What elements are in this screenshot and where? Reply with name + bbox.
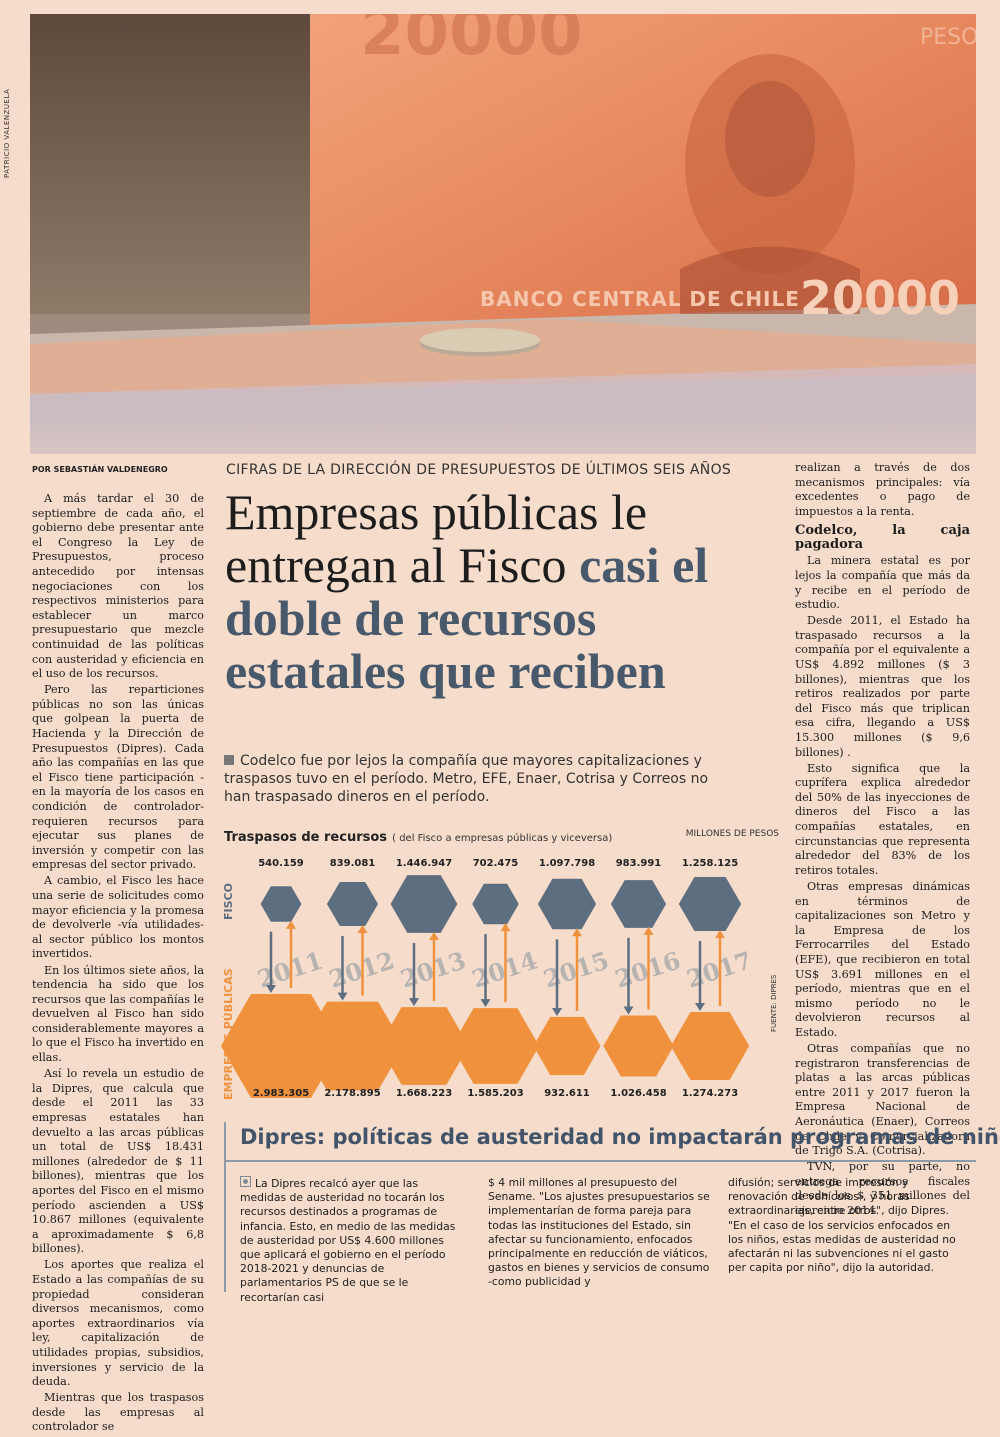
arrow-up-head [715, 929, 725, 938]
arrow-down-head [552, 1007, 562, 1016]
left-paragraph: Así lo revela un estudio de la Dipres, q… [32, 1067, 204, 1256]
fisco-hexagon [610, 880, 667, 928]
arrow-up-head [357, 925, 368, 934]
empresas-hexagon [221, 994, 341, 1098]
fisco-value-label: 983.991 [616, 858, 662, 869]
box-col1-text: La Dipres recalcó ayer que las medidas d… [240, 1177, 456, 1304]
empresas-hexagon [533, 1016, 601, 1076]
arrow-down-head [480, 999, 491, 1008]
banknote-photo: 20000 BANCO CENTRAL DE CHILE 20000 PESOS [30, 14, 976, 454]
chart-title: Traspasos de recursos [224, 830, 388, 845]
empresas-value-label: 1.668.223 [396, 1088, 452, 1099]
transfers-chart: FISCOEMPRESAS PÚBLICAS2011540.1592.983.3… [214, 850, 784, 1115]
empresas-value-label: 1.274.273 [682, 1088, 738, 1099]
empresas-hexagon [670, 1012, 750, 1080]
fisco-value-label: 1.446.947 [396, 858, 452, 869]
right-paragraph: La minera estatal es por lejos la compañ… [795, 554, 970, 612]
empresas-value-label: 1.585.203 [467, 1088, 523, 1099]
arrow-down-head [409, 998, 419, 1007]
arrow-down-head [266, 985, 276, 994]
arrow-down-head [337, 992, 348, 1001]
empresas-hexagon [379, 1007, 469, 1085]
box-col3a-text: difusión; servicios de impresión y renov… [728, 1176, 949, 1218]
empresas-value-label: 1.026.458 [610, 1088, 666, 1099]
right-paragraph: Desde 2011, el Estado ha traspasado recu… [795, 614, 970, 759]
bullet-dot-icon [240, 1176, 251, 1187]
arrow-down-head [623, 1006, 634, 1015]
right-paragraph: Otras empresas dinámicas en términos de … [795, 879, 970, 1039]
box-divider [226, 1160, 976, 1162]
arrow-up-head [286, 920, 296, 929]
empresas-value-label: 2.983.305 [253, 1088, 309, 1099]
chart-header: Traspasos de recursos ( del Fisco a empr… [224, 826, 779, 845]
chart-subtitle: ( del Fisco a empresas públicas y viceve… [392, 833, 613, 844]
photo-credit: PATRICIO VALENZUELA [3, 88, 11, 178]
box-title: Dipres: políticas de austeridad no impac… [240, 1125, 1000, 1149]
right-paragraph: Esto significa que la cuprífera explica … [795, 761, 970, 877]
fisco-value-label: 540.159 [258, 858, 304, 869]
box-col3b-text: "En el caso de los servicios enfocados e… [728, 1218, 956, 1275]
left-paragraph: En los últimos siete años, la tendencia … [32, 963, 204, 1065]
row-label-fisco: FISCO [222, 883, 235, 920]
bullet-square-icon [224, 755, 234, 765]
right-intro: realizan a través de dos mecanismos prin… [795, 461, 970, 518]
svg-text:20000: 20000 [360, 14, 583, 70]
chart-source: FUENTE: DIPRES [770, 974, 778, 1032]
right-column: realizan a través de dos mecanismos prin… [795, 461, 970, 1220]
fisco-hexagon [678, 877, 742, 931]
fisco-hexagon [327, 882, 378, 926]
box-column-2: $ 4 mil millones al presupuesto del Sena… [488, 1176, 714, 1290]
fisco-hexagon [537, 878, 597, 930]
arrow-down-head [695, 1003, 705, 1012]
banknote-bank-label: BANCO CENTRAL DE CHILE [480, 287, 800, 311]
banknote-currency-word: PESOS [920, 25, 976, 50]
banknote-denomination: 20000 [800, 271, 960, 325]
fisco-value-label: 839.081 [330, 858, 376, 869]
arrow-up-head [500, 923, 511, 932]
left-paragraph: Pero las reparticiones públicas no son l… [32, 683, 204, 872]
fisco-hexagon [390, 875, 458, 933]
fisco-hexagon [260, 886, 302, 922]
left-paragraph: A más tardar el 30 de septiembre de cada… [32, 492, 204, 681]
arrow-up-head [572, 928, 582, 937]
right-paragraph: TVN, por su parte, no entrega recursos f… [795, 1160, 970, 1217]
box-column-1: La Dipres recalcó ayer que las medidas d… [240, 1176, 466, 1305]
empresas-hexagon [451, 1008, 540, 1084]
summary: Codelco fue por lejos la compañía que ma… [224, 752, 724, 806]
kicker: CIFRAS DE LA DIRECCIÓN DE PRESUPUESTOS D… [226, 462, 732, 478]
left-paragraph: Mientras que los traspasos desde las emp… [32, 1391, 204, 1434]
empresas-hexagon [603, 1015, 674, 1077]
left-column: A más tardar el 30 de septiembre de cada… [32, 492, 204, 1437]
fisco-hexagon [472, 883, 519, 925]
right-subhead: Codelco, la caja pagadora [795, 523, 970, 553]
byline: POR SEBASTIÁN VALDENEGRO [32, 465, 168, 474]
left-paragraph: Los aportes que realiza el Estado a las … [32, 1258, 204, 1389]
box-column-3: difusión; servicios de impresión y renov… [728, 1176, 960, 1275]
empresas-hexagon [301, 1001, 404, 1091]
empresas-value-label: 932.611 [544, 1088, 590, 1099]
fisco-value-label: 702.475 [473, 858, 519, 869]
summary-text: Codelco fue por lejos la compañía que ma… [224, 753, 709, 805]
box-col2-text: $ 4 mil millones al presupuesto del Sena… [488, 1176, 710, 1289]
headline: Empresas públicas le entregan al Fisco c… [225, 486, 785, 698]
chart-units: MILLONES DE PESOS [685, 829, 779, 839]
fisco-value-label: 1.258.125 [682, 858, 738, 869]
fisco-value-label: 1.097.798 [539, 858, 595, 869]
right-paragraph: Otras compañías que no registraron trans… [795, 1041, 970, 1158]
photo-fade [0, 420, 1000, 610]
headline-accent: casi el doble de recursos estatales que … [225, 537, 709, 699]
chart-svg: FISCOEMPRESAS PÚBLICAS2011540.1592.983.3… [221, 858, 778, 1100]
sidebar-box: Dipres: políticas de austeridad no impac… [224, 1122, 1000, 1304]
left-paragraph: A cambio, el Fisco les hace una serie de… [32, 874, 204, 961]
arrow-up-head [643, 926, 654, 935]
arrow-up-head [429, 931, 439, 940]
banknote-illustration: 20000 BANCO CENTRAL DE CHILE 20000 PESOS [30, 14, 976, 454]
headline-plain: Empresas públicas le entregan al Fisco [225, 484, 648, 593]
empresas-value-label: 2.178.895 [324, 1088, 380, 1099]
